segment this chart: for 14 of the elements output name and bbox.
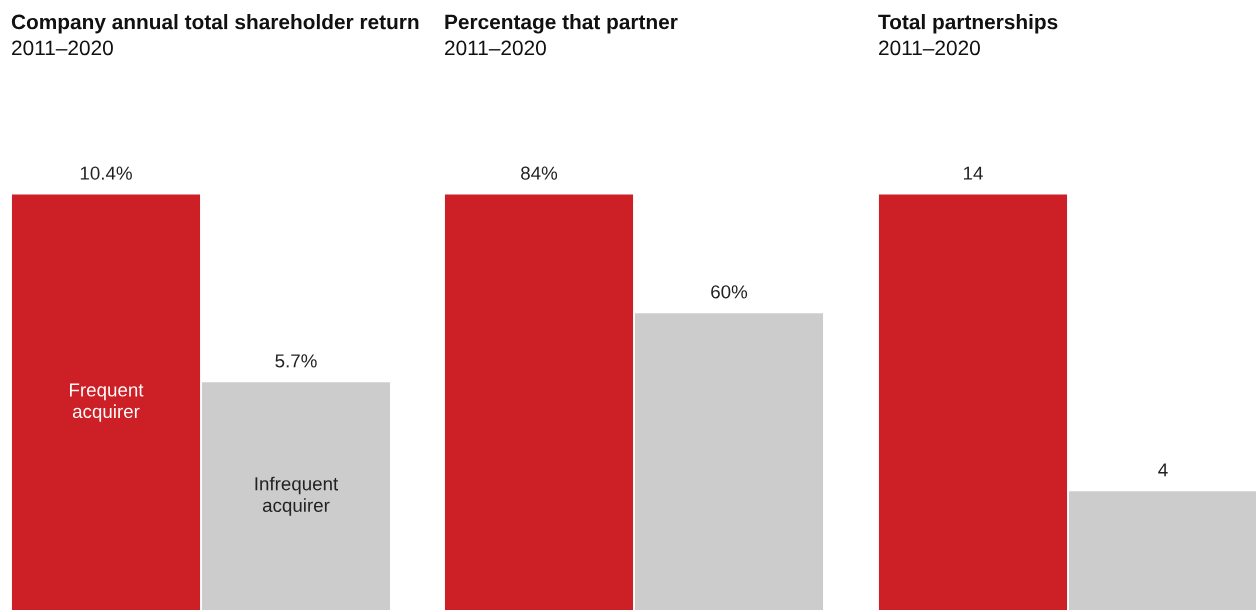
chart-title: Company annual total shareholder return (11, 14, 419, 34)
chart-title: Total partnerships (878, 14, 1058, 34)
chart-subtitle: 2011–2020 (12, 40, 113, 56)
data-label: 10.4% (80, 166, 132, 180)
series-label: Frequent acquirer (70, 383, 144, 422)
data-label: 4 (1158, 463, 1168, 477)
chart-subtitle: 2011–2020 (445, 40, 546, 56)
data-label: 14 (964, 166, 983, 180)
data-label: 60% (711, 285, 748, 299)
series-label: Infrequent acquirer (255, 476, 339, 516)
data-label: 5.7% (275, 354, 317, 368)
chart-subtitle: 2011–2020 (879, 40, 980, 56)
data-label: 84% (521, 166, 558, 180)
chart-title: Percentage that partner (445, 14, 678, 34)
